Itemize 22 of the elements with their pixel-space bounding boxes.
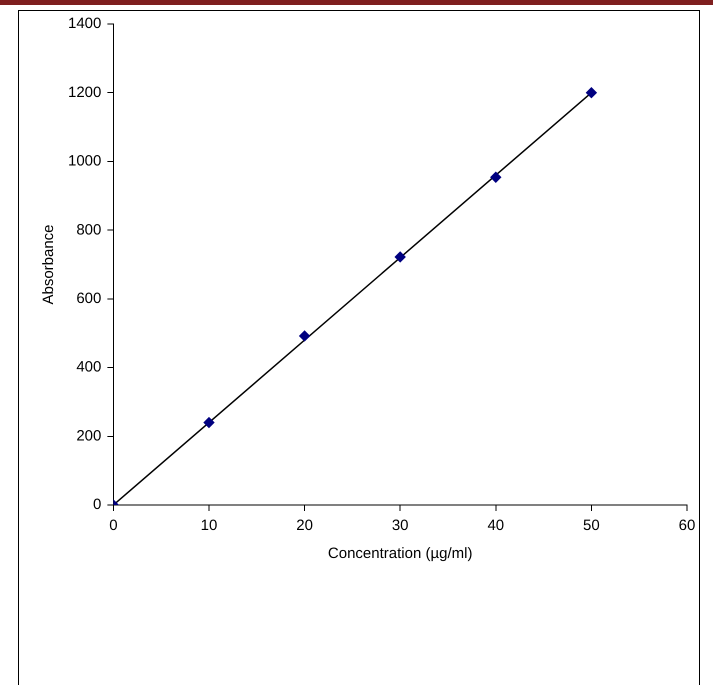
point bbox=[586, 87, 597, 98]
x-tick-label: 20 bbox=[296, 517, 313, 534]
point bbox=[203, 417, 214, 428]
x-tick-label: 40 bbox=[487, 517, 504, 534]
y-tick-label: 400 bbox=[76, 358, 102, 376]
x-tick-label: 10 bbox=[200, 517, 218, 534]
y-tick-label: 0 bbox=[93, 496, 102, 514]
y-tick-label: 200 bbox=[76, 427, 102, 444]
x-tick-label: 50 bbox=[583, 517, 600, 534]
point bbox=[490, 172, 502, 183]
y-tick-label: 1400 bbox=[68, 15, 102, 32]
y-tick-label: 600 bbox=[76, 290, 102, 307]
x-tick-label: 60 bbox=[678, 517, 696, 534]
y-tick-label: 1000 bbox=[68, 152, 102, 170]
x-axis-title: Concentration (µg/ml) bbox=[328, 545, 472, 562]
x-tick-label: 30 bbox=[392, 517, 409, 534]
y-tick-label: 1200 bbox=[68, 84, 102, 101]
point bbox=[394, 251, 406, 262]
point bbox=[299, 330, 310, 342]
y-axis-title: Absorbance bbox=[40, 224, 58, 305]
x-tick-label: 0 bbox=[109, 517, 118, 534]
y-tick-label: 800 bbox=[76, 221, 102, 238]
